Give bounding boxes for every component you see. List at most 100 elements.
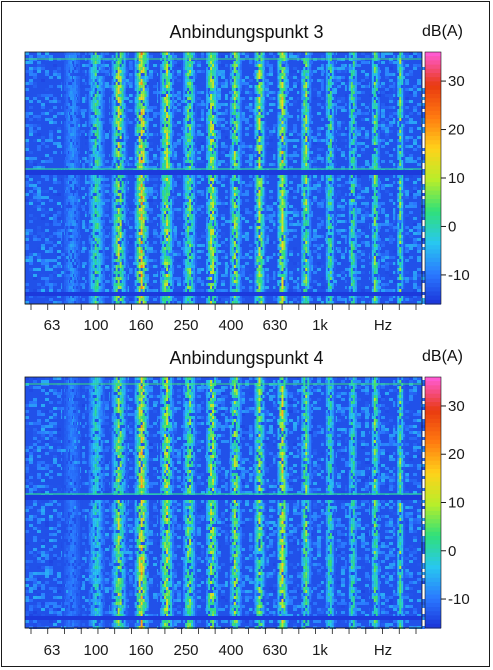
spectrogram-cell [177,139,181,142]
spectrogram-cell [53,100,57,103]
band-cell [92,178,95,181]
band-cell [98,109,101,112]
spectrogram-cell [265,226,269,229]
band-cell [94,190,97,193]
band-cell [88,205,91,208]
spectrogram-cell [357,184,361,187]
band-cell [78,136,81,139]
spectrogram-cell [365,76,369,79]
spectrogram-cell [389,184,393,187]
spectrogram-cell [305,55,309,58]
band-cell [90,154,93,157]
spectrogram-cell [397,166,401,169]
spectrogram-cell [53,271,57,274]
spectrogram-cell [417,238,421,241]
spectrogram-cell [53,301,57,304]
spectrogram-cell [385,136,389,139]
spectrogram-cell [37,238,41,241]
spectrogram-cell [349,196,353,199]
spectrogram-cell [117,274,121,277]
spectrogram-cell [329,211,333,214]
spectrogram-cell [385,88,389,91]
spectrogram-cell [161,265,165,268]
spectrogram-cell [385,181,389,184]
spectrogram-cell [173,142,177,145]
band-cell [86,142,89,145]
spectrogram-cell [241,265,245,268]
spectrogram-cell [49,124,53,127]
band-cell [88,202,91,205]
spectrogram-cell [305,226,309,229]
band-cell [88,193,91,196]
spectrogram-cell [361,241,365,244]
band-cell [68,217,71,220]
band-cell [64,277,67,280]
spectrogram-cell [221,118,225,121]
spectrogram-cell [393,94,397,97]
spectrogram-cell [289,271,293,274]
band-cell [68,196,71,199]
band-cell [86,211,89,214]
band-cell [64,265,67,268]
band-cell [70,151,73,154]
spectrogram-cell [45,280,49,283]
spectrogram-cell [189,118,193,121]
spectrogram-cell [265,175,269,178]
band-cell [90,127,93,130]
band-cell [86,286,89,289]
band-cell [70,166,73,169]
band-cell [70,247,73,250]
spectrogram-cell [337,163,341,166]
band-cell [100,193,103,196]
spectrogram-cell [389,97,393,100]
spectrogram-cell [237,298,241,301]
spectrogram-cell [33,82,37,85]
spectrogram-cell [41,190,45,193]
spectrogram-cell [173,208,177,211]
band-cell [68,214,71,217]
spectrogram-cell [81,244,85,247]
spectrogram-cell [365,211,369,214]
band-cell [68,175,71,178]
spectrogram-cell [249,55,253,58]
spectrogram-cell [41,232,45,235]
band-cell [64,175,67,178]
spectrogram-cell [33,250,37,253]
band-cell [80,163,83,166]
band-cell [72,238,75,241]
band-cell [74,127,77,130]
band-cell [74,226,77,229]
band-cell [102,187,105,190]
band-cell [92,229,95,232]
spectrogram-cell [173,124,177,127]
spectrogram-cell [225,55,229,58]
band-cell [76,136,79,139]
band-cell [62,301,65,304]
band-cell [88,175,91,178]
band-cell [94,124,97,127]
spectrogram-cell [217,247,221,250]
spectrogram-cell [53,190,57,193]
band-cell [88,118,91,121]
band-cell [68,187,71,190]
spectrogram-cell [57,229,61,232]
spectrogram-cell [245,130,249,133]
spectrogram-cell [221,289,225,292]
spectrogram-cell [57,136,61,139]
spectrogram-cell [201,100,205,103]
band-cell [90,244,93,247]
spectrogram-cell [73,265,77,268]
band-cell [92,214,95,217]
spectrogram-cell [125,79,129,82]
spectrogram-cell [289,217,293,220]
spectrogram-cell [141,181,145,184]
spectrogram-cell [37,70,41,73]
band-cell [68,241,71,244]
spectrogram-cell [333,259,337,262]
spectrogram-cell [33,76,37,79]
spectrogram-cell [37,247,41,250]
spectrogram-cell [37,205,41,208]
band-cell [78,277,81,280]
spectrogram-cell [309,298,313,301]
spectrogram-cell [173,109,177,112]
